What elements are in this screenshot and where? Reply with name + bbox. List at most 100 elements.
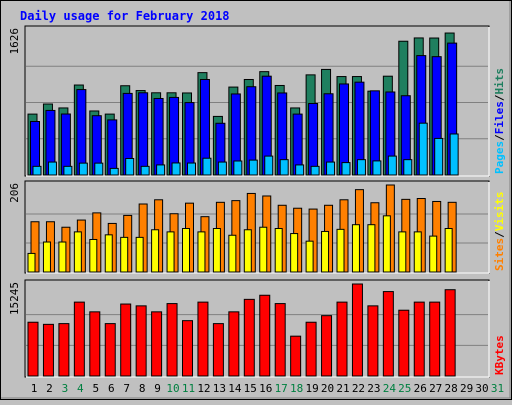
legend-entry: KBytes: [493, 335, 506, 375]
legend-entry: Hits: [493, 68, 506, 95]
day-label: 28: [445, 382, 458, 395]
day-label: 24: [383, 382, 397, 395]
bar-kbytes-day-15: [243, 298, 255, 377]
bar-sites-day-4: [73, 231, 82, 273]
bar-files-day-4: [76, 89, 87, 176]
bar-files-day-6: [107, 119, 118, 176]
bar-kbytes-day-12: [197, 301, 209, 377]
day-label: 29: [460, 382, 473, 395]
legend-entry: Visits: [493, 192, 506, 232]
day-label: 12: [197, 382, 210, 395]
bar-sites-day-13: [212, 228, 221, 273]
bar-pages-day-7: [125, 158, 135, 176]
bar-kbytes-day-17: [274, 303, 286, 377]
bar-pages-day-21: [341, 162, 351, 176]
bar-sites-day-1: [27, 252, 36, 273]
bar-pages-day-18: [295, 164, 305, 176]
bar-files-day-8: [138, 92, 149, 176]
day-label: 11: [182, 382, 195, 395]
bar-pages-day-1: [32, 165, 42, 176]
bar-kbytes-day-2: [42, 323, 54, 377]
day-label: 7: [123, 382, 130, 395]
day-label: 30: [475, 382, 488, 395]
bar-pages-day-17: [279, 159, 289, 176]
bar-sites-day-27: [429, 235, 438, 273]
bar-pages-day-3: [63, 165, 73, 176]
bar-sites-day-2: [42, 241, 51, 273]
legend-entry: Sites: [493, 238, 506, 271]
bar-files-day-19: [308, 102, 319, 176]
day-label: 8: [139, 382, 146, 395]
chart-title: Daily usage for February 2018: [20, 9, 230, 23]
bar-sites-day-22: [351, 224, 360, 273]
bar-pages-day-19: [310, 165, 320, 176]
day-label: 4: [77, 382, 84, 395]
bar-sites-day-20: [321, 230, 330, 273]
panel-max-label: 1626: [8, 28, 21, 55]
bar-kbytes-day-1: [27, 321, 39, 377]
day-label: 1: [31, 382, 38, 395]
bar-pages-day-5: [94, 162, 104, 176]
bar-sites-day-12: [197, 231, 206, 273]
bar-sites-day-26: [413, 231, 422, 273]
legend-entry: Files: [493, 101, 506, 134]
bar-sites-day-14: [228, 234, 237, 273]
bar-sites-day-10: [166, 231, 175, 273]
bar-sites-day-5: [89, 238, 98, 273]
bar-kbytes-day-6: [104, 323, 116, 377]
bar-sites-day-8: [135, 236, 144, 273]
bar-pages-day-23: [372, 160, 382, 176]
legend-entry: Pages: [493, 141, 506, 174]
bar-kbytes-day-4: [73, 301, 85, 377]
day-label: 5: [92, 382, 99, 395]
bar-files-day-9: [153, 97, 164, 176]
bar-sites-day-24: [382, 215, 391, 273]
bar-sites-day-6: [104, 234, 113, 273]
bar-pages-day-12: [202, 157, 212, 176]
day-label: 21: [336, 382, 349, 395]
bar-files-day-21: [339, 83, 349, 176]
bar-pages-day-13: [217, 161, 227, 176]
legend-entry: /: [493, 94, 506, 101]
bar-pages-day-24: [387, 155, 397, 176]
bar-kbytes-day-20: [321, 315, 333, 377]
bar-kbytes-day-3: [58, 323, 70, 377]
bar-pages-day-28: [449, 133, 459, 176]
panel-sites-visits: 206 Sites/Visits: [8, 180, 506, 274]
day-label: 20: [321, 382, 334, 395]
bar-sites-day-23: [367, 224, 376, 273]
legend-entry: /: [493, 134, 506, 141]
day-label: 16: [259, 382, 272, 395]
day-label: 13: [213, 382, 226, 395]
bar-pages-day-9: [156, 164, 166, 176]
panel-legend: KBytes: [493, 335, 506, 375]
bar-sites-day-28: [444, 228, 453, 273]
bar-sites-day-25: [398, 231, 407, 273]
day-label: 18: [290, 382, 303, 395]
bar-kbytes-day-22: [351, 283, 363, 377]
bar-kbytes-day-10: [166, 303, 178, 377]
bar-pages-day-16: [264, 155, 274, 176]
bar-kbytes-day-25: [398, 309, 410, 377]
day-label: 22: [352, 382, 365, 395]
day-label: 3: [62, 382, 69, 395]
bar-sites-day-11: [182, 228, 190, 273]
day-label: 2: [46, 382, 53, 395]
bar-sites-day-17: [274, 228, 283, 273]
bar-kbytes-day-11: [182, 320, 193, 377]
bar-pages-day-10: [171, 162, 181, 176]
bar-pages-day-4: [78, 162, 88, 176]
bar-sites-day-16: [259, 226, 268, 273]
bar-pages-day-2: [47, 161, 57, 176]
bar-pages-day-11: [187, 162, 196, 176]
bar-kbytes-day-5: [89, 311, 101, 377]
bar-kbytes-day-24: [382, 291, 394, 377]
legend-entry: /: [493, 231, 506, 238]
day-label: 14: [228, 382, 242, 395]
bar-sites-day-15: [243, 229, 252, 273]
day-label: 25: [398, 382, 411, 395]
bar-pages-day-8: [140, 165, 150, 176]
bar-pages-day-22: [356, 159, 366, 176]
bar-kbytes-day-14: [228, 311, 240, 377]
day-label: 6: [108, 382, 115, 395]
